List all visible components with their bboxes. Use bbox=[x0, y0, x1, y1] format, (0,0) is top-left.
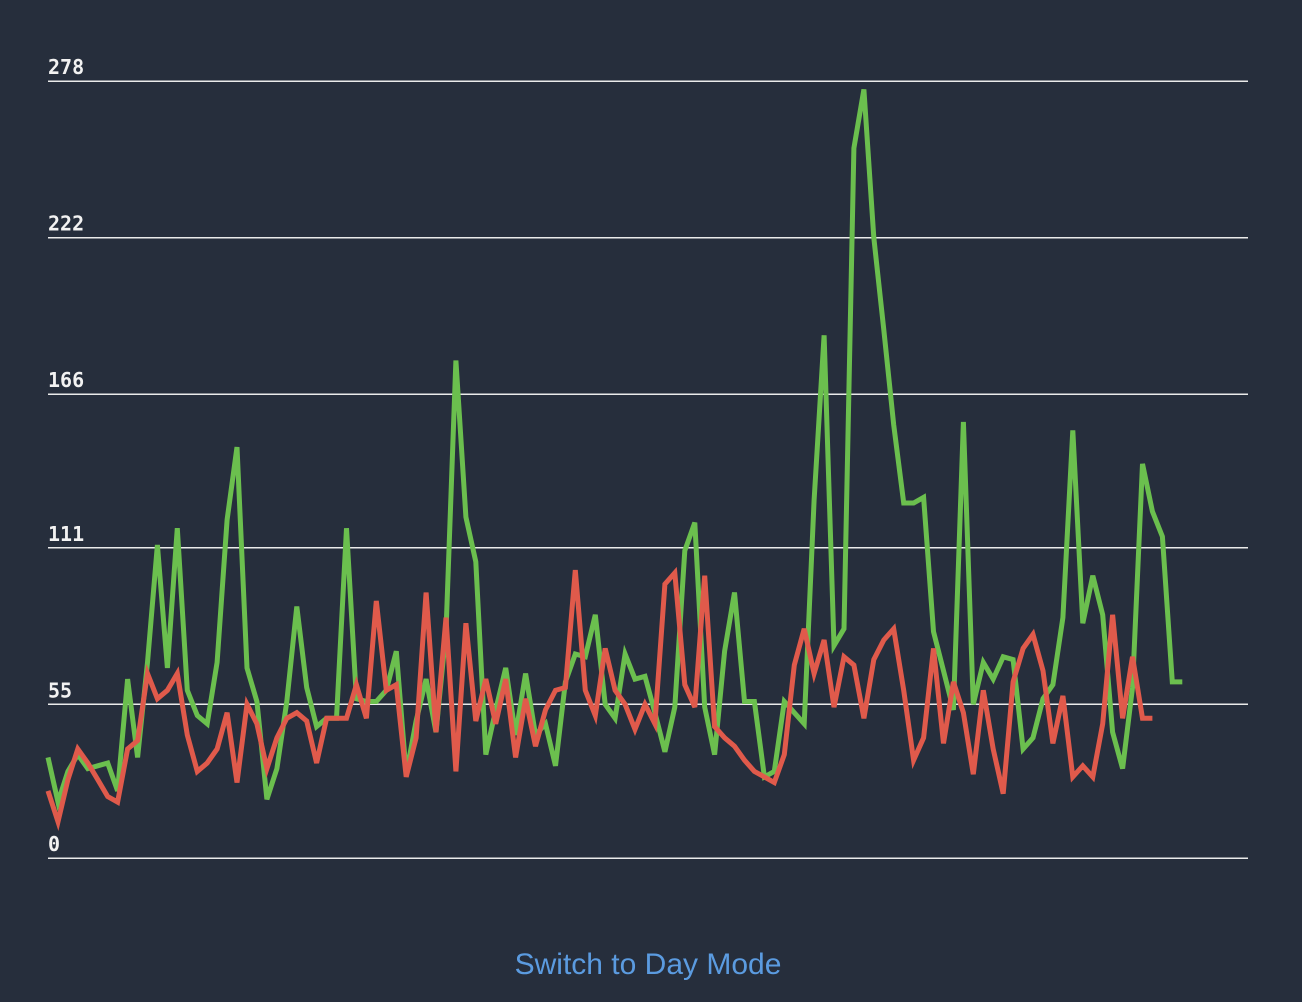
line-chart: 0 55 111 166 222 278 bbox=[45, 55, 1248, 859]
y-tick-label-222: 222 bbox=[48, 212, 84, 236]
y-tick-label-166: 166 bbox=[48, 368, 84, 392]
series-line-2 bbox=[45, 566, 1153, 831]
series-line-1 bbox=[45, 88, 1183, 812]
data-series bbox=[45, 88, 1183, 831]
y-axis-gridlines: 0 55 111 166 222 278 bbox=[48, 55, 1248, 859]
y-tick-label-278: 278 bbox=[48, 55, 84, 79]
y-tick-label-111: 111 bbox=[48, 522, 84, 546]
y-tick-label-55: 55 bbox=[48, 678, 72, 702]
switch-to-day-mode-link[interactable]: Switch to Day Mode bbox=[514, 948, 782, 981]
y-tick-label-0: 0 bbox=[48, 832, 60, 856]
